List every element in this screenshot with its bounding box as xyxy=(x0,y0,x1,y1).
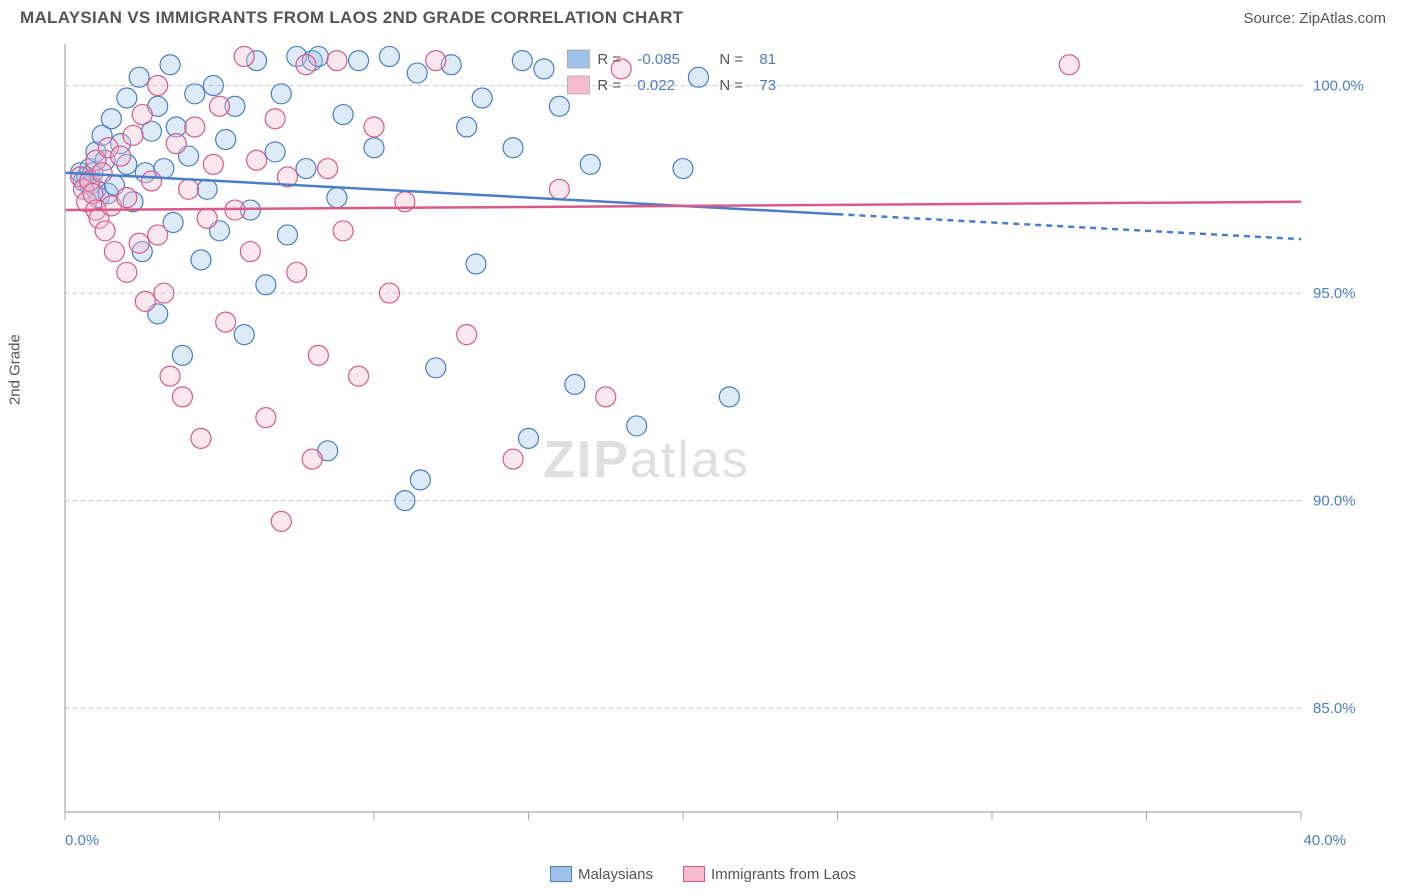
svg-text:N =: N = xyxy=(719,77,743,94)
svg-text:90.0%: 90.0% xyxy=(1313,493,1356,510)
y-axis-label: 2nd Grade xyxy=(7,334,24,405)
chart-source: Source: ZipAtlas.com xyxy=(1243,10,1386,27)
bottom-legend: Malaysians Immigrants from Laos xyxy=(0,866,1406,883)
legend-item-malaysians: Malaysians xyxy=(550,866,653,883)
svg-text:85.0%: 85.0% xyxy=(1313,700,1356,717)
legend-swatch-malaysians xyxy=(550,866,572,882)
svg-text:0.022: 0.022 xyxy=(637,77,675,94)
x-tick-max: 40.0% xyxy=(1303,832,1346,849)
chart-container: 2nd Grade 85.0%90.0%95.0%100.0%ZIPatlasR… xyxy=(20,32,1386,832)
svg-text:73: 73 xyxy=(759,77,776,94)
svg-text:81: 81 xyxy=(759,51,776,68)
svg-text:-0.085: -0.085 xyxy=(637,51,680,68)
svg-text:N =: N = xyxy=(719,51,743,68)
svg-text:R =: R = xyxy=(597,51,621,68)
scatter-chart: 85.0% 90.0% 95.0% 100.0% ZIPatlas R = -0.085 N… xyxy=(20,32,1386,832)
x-tick-min: 0.0% xyxy=(65,832,99,849)
svg-text:R =: R = xyxy=(597,77,621,94)
chart-title: MALAYSIAN VS IMMIGRANTS FROM LAOS 2ND GR… xyxy=(20,8,683,28)
chart-header: MALAYSIAN VS IMMIGRANTS FROM LAOS 2ND GR… xyxy=(0,0,1406,32)
legend-swatch-laos xyxy=(683,866,705,882)
legend-item-laos: Immigrants from Laos xyxy=(683,866,856,883)
svg-text:ZIPatlas: ZIPatlas xyxy=(543,431,750,489)
x-axis-ticks: 0.0% 40.0% xyxy=(20,832,1386,858)
svg-text:100.0%: 100.0% xyxy=(1313,78,1364,95)
svg-text:95.0%: 95.0% xyxy=(1313,285,1356,302)
